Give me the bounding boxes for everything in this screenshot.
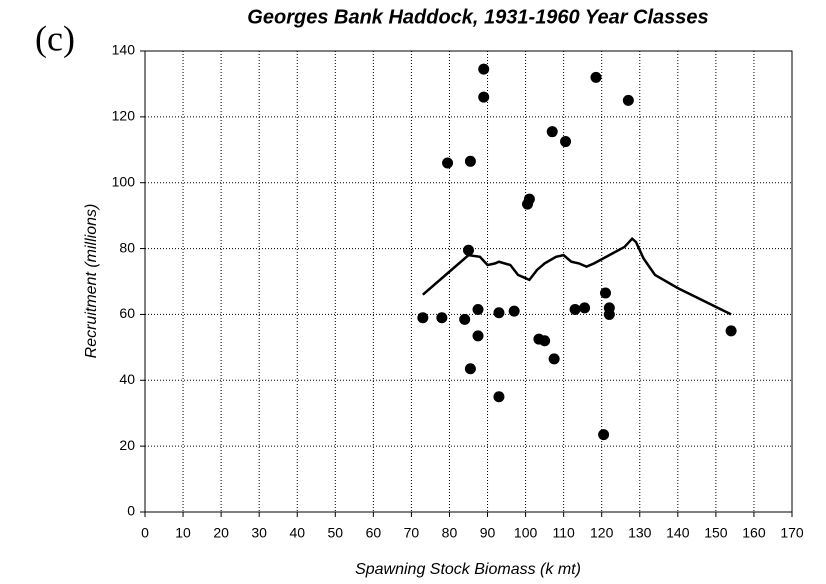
data-point bbox=[472, 303, 484, 315]
x-tick-label: 140 bbox=[666, 525, 690, 541]
plot-frame bbox=[144, 50, 793, 513]
data-point bbox=[463, 244, 474, 256]
x-tick-label: 60 bbox=[366, 525, 382, 541]
y-tick-label: 140 bbox=[112, 42, 136, 58]
y-tick-label: 80 bbox=[119, 239, 135, 255]
data-point bbox=[546, 126, 558, 138]
data-point bbox=[417, 312, 429, 324]
data-point bbox=[523, 193, 535, 205]
x-axis-label: Spawning Stock Biomass (k mt) bbox=[355, 561, 581, 578]
data-point bbox=[464, 363, 476, 375]
x-tick-label: 0 bbox=[141, 525, 149, 541]
y-tick-label: 60 bbox=[119, 305, 135, 321]
data-point bbox=[603, 302, 615, 314]
x-tick-label: 90 bbox=[480, 525, 496, 541]
data-point bbox=[539, 335, 551, 347]
x-tick-label: 20 bbox=[213, 525, 229, 541]
x-tick-label: 160 bbox=[742, 525, 766, 541]
data-point bbox=[472, 330, 484, 342]
data-point bbox=[442, 157, 454, 169]
data-point bbox=[436, 312, 448, 324]
panel-label: (c) bbox=[35, 18, 75, 58]
x-tick-label: 70 bbox=[404, 525, 420, 541]
data-point bbox=[622, 94, 634, 106]
data-point bbox=[590, 71, 602, 83]
x-tick-label: 50 bbox=[328, 525, 344, 541]
data-point bbox=[548, 353, 560, 365]
x-tick-label: 10 bbox=[175, 525, 191, 541]
data-point bbox=[493, 391, 505, 403]
data-point bbox=[579, 302, 591, 314]
x-tick-label: 170 bbox=[780, 525, 804, 541]
data-point bbox=[600, 287, 612, 299]
chart-title: Georges Bank Haddock, 1931-1960 Year Cla… bbox=[247, 6, 708, 28]
x-tick-label: 150 bbox=[704, 525, 728, 541]
fitted-line bbox=[422, 236, 732, 316]
data-point bbox=[508, 305, 520, 317]
data-point bbox=[493, 307, 505, 319]
y-tick-label: 40 bbox=[119, 371, 135, 387]
x-tick-label: 120 bbox=[590, 525, 614, 541]
data-point bbox=[725, 325, 737, 337]
y-tick-label: 100 bbox=[112, 173, 136, 189]
x-tick-label: 40 bbox=[289, 525, 305, 541]
data-point bbox=[478, 91, 490, 103]
y-axis-label: Recruitment (millions) bbox=[83, 204, 100, 359]
y-tick-label: 20 bbox=[119, 437, 135, 453]
x-tick-label: 100 bbox=[514, 525, 538, 541]
data-point bbox=[569, 303, 581, 315]
y-tick-label: 0 bbox=[127, 503, 135, 519]
x-tick-label: 110 bbox=[552, 525, 575, 541]
x-tick-label: 30 bbox=[251, 525, 267, 541]
x-tick-label: 130 bbox=[628, 525, 652, 541]
y-tick-label: 120 bbox=[112, 108, 136, 124]
data-point bbox=[459, 313, 471, 325]
data-point bbox=[478, 63, 490, 75]
x-tick-label: 80 bbox=[442, 525, 458, 541]
data-point bbox=[560, 136, 572, 148]
data-point bbox=[464, 155, 476, 167]
data-point bbox=[598, 429, 610, 441]
